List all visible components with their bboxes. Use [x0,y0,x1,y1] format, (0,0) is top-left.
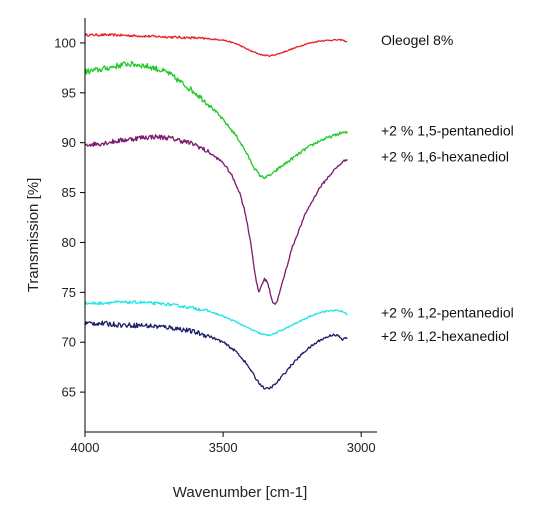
y-tick-label: 95 [62,85,76,100]
y-tick-label: 85 [62,185,76,200]
legend-label: +2 % 1,2-pentanediol [381,304,514,320]
y-tick-label: 65 [62,385,76,400]
plot-area: 4000 3500 3000 65 70 75 80 85 90 95 100 [54,18,377,455]
legend-label: +2 % 1,2-hexanediol [381,328,509,344]
x-axis-title: Wavenumber [cm-1] [173,484,307,501]
series-layer [84,33,348,390]
legend-label: +2 % 1,5-pentanediol [381,123,514,139]
legend: Oleogel 8% +2 % 1,5-pentanediol +2 % 1,6-h… [381,32,514,344]
y-tick-label: 70 [62,335,76,350]
x-tick-label: 3000 [347,440,376,455]
y-axis-title: Transmission [%] [25,178,42,292]
series-line [84,320,348,390]
series-line [84,300,348,337]
series-line [84,33,348,58]
y-ticks: 65 70 75 80 85 90 95 100 [54,35,85,400]
x-tick-label: 3500 [209,440,238,455]
y-tick-label: 100 [54,35,76,50]
legend-label: +2 % 1,6-hexanediol [381,149,509,165]
series-line [84,60,348,180]
y-tick-label: 90 [62,135,76,150]
y-tick-label: 75 [62,285,76,300]
x-ticks: 4000 3500 3000 [71,432,376,455]
y-tick-label: 80 [62,235,76,250]
x-tick-label: 4000 [71,440,100,455]
legend-label: Oleogel 8% [381,32,453,48]
series-line [84,134,348,305]
